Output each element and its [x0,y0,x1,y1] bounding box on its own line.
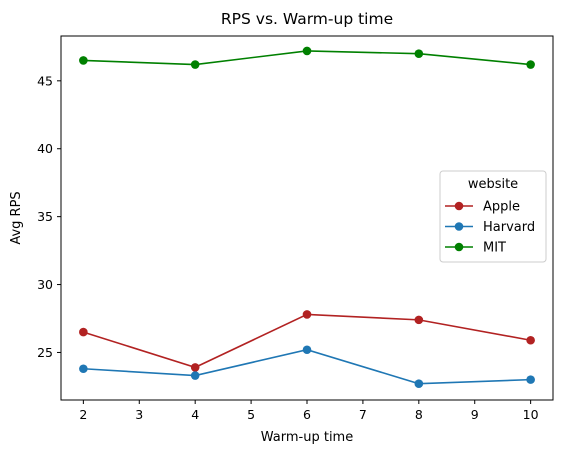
plot-frame [60,35,554,401]
legend-title: website [468,177,518,192]
data-point-mit [302,46,312,56]
y-tick-label: 40 [37,141,53,156]
series-layer [79,46,535,389]
legend-label-harvard: Harvard [483,220,535,235]
data-point-mit [190,60,200,69]
x-tick-label: 7 [359,407,367,422]
x-axis-label: Warm-up time [261,430,353,445]
y-tick-label: 25 [37,345,53,360]
data-point-apple [190,363,200,372]
data-point-harvard [302,345,312,355]
data-point-harvard [414,379,424,389]
x-tick-label: 5 [247,407,255,422]
legend-label-apple: Apple [483,200,520,215]
data-point-mit [79,56,88,65]
x-tick-label: 4 [191,407,199,422]
data-point-apple [302,310,312,319]
x-tick-label: 9 [471,407,479,422]
y-tick-label: 45 [37,73,53,88]
data-point-mit [414,49,424,58]
data-point-apple [79,327,88,337]
series-line-harvard [83,348,531,385]
legend-swatch-marker-mit [454,242,464,252]
legend: website Apple Harvard MIT [439,170,547,263]
x-tick-label: 8 [415,407,423,422]
legend-box [439,170,547,263]
data-point-harvard [79,364,88,374]
data-point-mit [526,60,535,69]
y-tick-label: 30 [37,277,53,292]
x-tick-label: 6 [303,407,311,422]
x-tick-label: 10 [523,407,539,422]
x-tick-label: 2 [79,407,87,422]
chart-title: RPS vs. Warm-up time [221,10,393,28]
data-point-apple [414,315,424,325]
legend-swatch-marker-apple [454,201,464,211]
data-point-harvard [526,375,535,384]
series-line-apple [83,313,531,369]
data-point-harvard [190,371,200,380]
legend-label-mit: MIT [483,241,506,256]
data-point-apple [526,335,535,345]
y-tick-label: 35 [37,209,53,224]
x-tick-label: 3 [135,407,143,422]
y-axis-label: Avg RPS [9,191,24,244]
legend-swatch-marker-harvard [454,222,464,231]
